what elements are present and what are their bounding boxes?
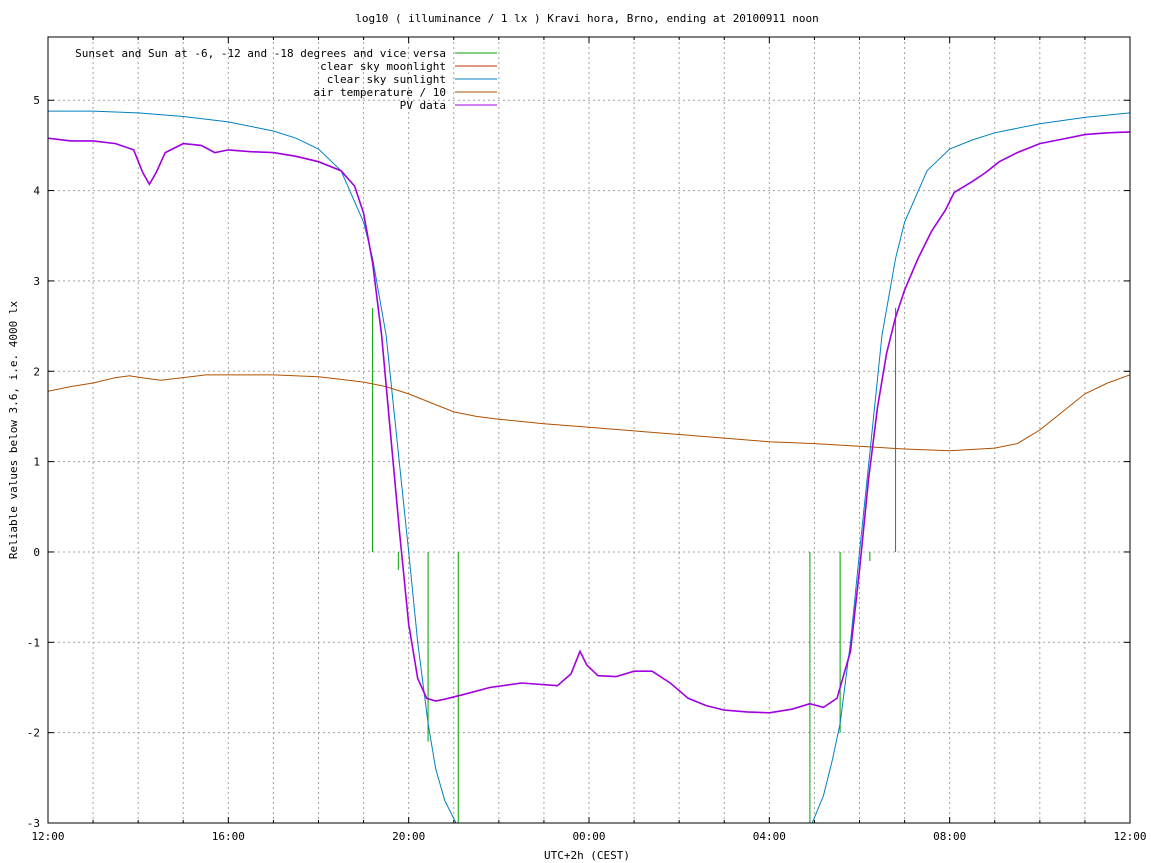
x-tick-label: 12:00 (1113, 830, 1146, 843)
y-axis-label: Reliable values below 3.6, i.e. 4000 lx (7, 300, 20, 559)
legend-label: clear sky sunlight (327, 73, 446, 86)
legend-label: air temperature / 10 (314, 86, 446, 99)
y-tick-label: 5 (33, 94, 40, 107)
x-tick-label: 20:00 (392, 830, 425, 843)
x-tick-label: 08:00 (933, 830, 966, 843)
x-tick-label: 12:00 (31, 830, 64, 843)
legend-label: PV data (400, 99, 446, 112)
plot-frame (47, 36, 1131, 824)
x-tick-label: 04:00 (753, 830, 786, 843)
y-tick-label: -1 (27, 636, 40, 649)
series-clear-sky-sunlight-line (811, 112, 1130, 823)
grid (48, 37, 1130, 823)
y-tick-label: 4 (33, 185, 40, 198)
series-pv-data-line (48, 131, 1130, 714)
legend-label: clear sky moonlight (320, 60, 446, 73)
y-tick-label: -2 (27, 727, 40, 740)
series-clear-sky-sunlight-line (48, 110, 457, 823)
plot-area (48, 110, 1130, 823)
y-tick-label: -3 (27, 817, 40, 830)
y-tick-label: 1 (33, 456, 40, 469)
y-tick-label: 2 (33, 365, 40, 378)
y-tick-label: 0 (33, 546, 40, 559)
legend: Sunset and Sun at -6, -12 and -18 degree… (75, 47, 497, 112)
x-tick-label: 16:00 (212, 830, 245, 843)
legend-label: Sunset and Sun at -6, -12 and -18 degree… (75, 47, 446, 60)
series-air-temperature-10-line (48, 374, 1130, 452)
chart-title: log10 ( illuminance / 1 lx ) Kravi hora,… (355, 12, 819, 25)
y-tick-label: 3 (33, 275, 40, 288)
x-tick-label: 00:00 (572, 830, 605, 843)
axis-ticks: -3 -2 -1 0 1 2 3 4 5 12:00 16:00 20:00 00:00 04:00 08:… (27, 37, 1147, 843)
x-axis-label: UTC+2h (CEST) (544, 849, 630, 862)
